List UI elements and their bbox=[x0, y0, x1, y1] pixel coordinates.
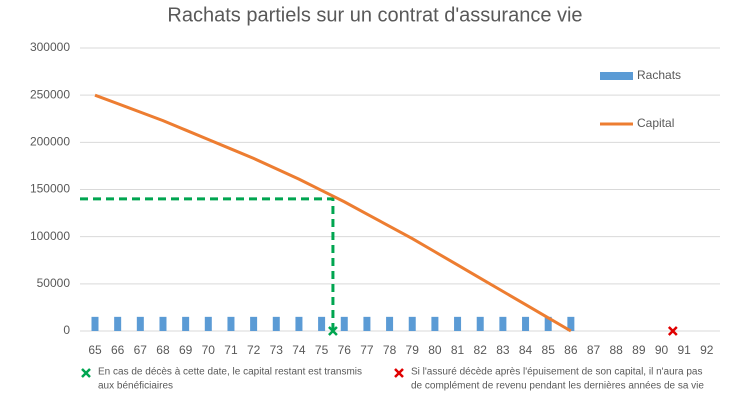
y-tick-label: 50000 bbox=[37, 276, 71, 290]
chart-title: Rachats partiels sur un contrat d'assura… bbox=[167, 4, 582, 26]
line bbox=[94, 93, 572, 333]
bar bbox=[159, 316, 167, 331]
bar bbox=[386, 316, 394, 331]
x-tick-label: 77 bbox=[360, 343, 374, 357]
x-tick-label: 91 bbox=[677, 343, 691, 357]
y-tick-label: 150000 bbox=[30, 182, 70, 196]
x-tick-label: 81 bbox=[451, 343, 465, 357]
y-tick-label: 200000 bbox=[30, 135, 70, 149]
x-tick-label: 82 bbox=[474, 343, 488, 357]
note-text: de complément de revenu pendant les dern… bbox=[411, 381, 704, 392]
x-tick-label: 83 bbox=[496, 343, 510, 357]
x-tick-label: 74 bbox=[292, 343, 306, 357]
y-tick-label: 300000 bbox=[30, 40, 70, 54]
x-tick-label: 85 bbox=[542, 343, 556, 357]
x-tick-label: 90 bbox=[655, 343, 669, 357]
x-tick-label: 67 bbox=[134, 343, 148, 357]
note-icon bbox=[394, 368, 404, 378]
bar bbox=[363, 316, 371, 331]
x-tick-label: 89 bbox=[632, 343, 646, 357]
marker bbox=[328, 326, 338, 336]
note-text: En cas de décès à cette date, le capital… bbox=[98, 367, 362, 378]
bar bbox=[431, 316, 439, 331]
x-tick-label: 70 bbox=[202, 343, 216, 357]
marker bbox=[667, 326, 678, 336]
bar bbox=[272, 316, 280, 331]
bar bbox=[295, 316, 303, 331]
bar bbox=[522, 316, 530, 331]
x-tick-label: 87 bbox=[587, 343, 601, 357]
bar bbox=[204, 316, 212, 331]
x-tick-label: 80 bbox=[428, 343, 442, 357]
bar bbox=[567, 316, 575, 331]
note-text: aux bénéficiaires bbox=[98, 381, 173, 392]
bar bbox=[318, 316, 326, 331]
x-tick-label: 78 bbox=[383, 343, 397, 357]
x-tick-label: 86 bbox=[564, 343, 578, 357]
bar bbox=[454, 316, 462, 331]
note-icon bbox=[81, 368, 91, 378]
bar bbox=[182, 316, 190, 331]
legend-label: Capital bbox=[637, 116, 674, 130]
x-tick-label: 71 bbox=[224, 343, 238, 357]
bar bbox=[476, 316, 484, 331]
bar bbox=[408, 316, 416, 331]
x-tick-label: 84 bbox=[519, 343, 533, 357]
guide-line bbox=[80, 197, 335, 331]
y-tick-label: 100000 bbox=[30, 229, 70, 243]
bar bbox=[114, 316, 122, 331]
x-tick-label: 68 bbox=[156, 343, 170, 357]
legend-label: Rachats bbox=[637, 68, 681, 82]
bar bbox=[91, 316, 99, 331]
legend-swatch bbox=[600, 72, 633, 80]
x-tick-label: 72 bbox=[247, 343, 261, 357]
x-tick-label: 92 bbox=[700, 343, 714, 357]
y-tick-label: 250000 bbox=[30, 87, 70, 101]
x-tick-label: 79 bbox=[406, 343, 420, 357]
x-tick-label: 88 bbox=[610, 343, 624, 357]
bar bbox=[499, 316, 507, 331]
x-tick-label: 66 bbox=[111, 343, 125, 357]
bar bbox=[340, 316, 348, 331]
bar bbox=[136, 316, 144, 331]
bar bbox=[227, 316, 235, 331]
x-tick-label: 69 bbox=[179, 343, 193, 357]
note-text: Si l'assuré décède après l'épuisement de… bbox=[411, 367, 702, 378]
x-tick-label: 76 bbox=[338, 343, 352, 357]
bar bbox=[544, 316, 552, 331]
bar bbox=[250, 316, 258, 331]
x-tick-label: 75 bbox=[315, 343, 329, 357]
y-tick-label: 0 bbox=[63, 323, 70, 337]
x-tick-label: 73 bbox=[270, 343, 284, 357]
x-tick-label: 65 bbox=[88, 343, 102, 357]
